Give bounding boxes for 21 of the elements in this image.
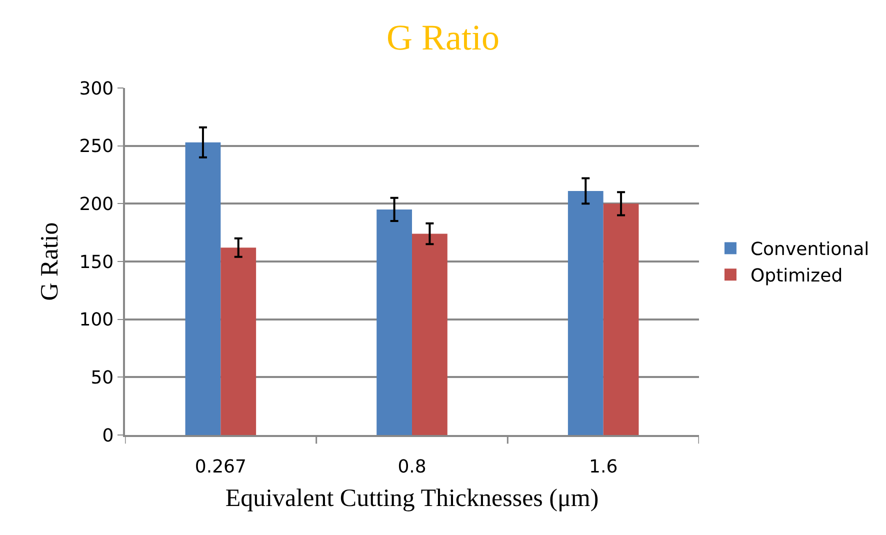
y-tick-label: 150	[79, 252, 114, 273]
bar	[412, 234, 448, 435]
x-axis-title: Equivalent Cutting Thicknesses (μm)	[225, 484, 599, 512]
y-tick-label: 300	[79, 78, 114, 100]
x-tick-label: 0.267	[194, 456, 246, 478]
legend-label: Optimized	[750, 266, 843, 287]
y-axis-title: G Ratio	[36, 222, 64, 301]
bar	[376, 209, 412, 435]
bar	[185, 142, 221, 435]
chart-title: G Ratio	[386, 17, 500, 58]
x-tick-label: 1.6	[589, 456, 618, 478]
legend-label: Conventional	[750, 239, 870, 260]
bar	[220, 248, 256, 435]
bar	[603, 204, 639, 435]
y-tick-label: 0	[102, 425, 114, 446]
y-tick-label: 100	[79, 310, 114, 331]
x-tick-label: 0.8	[398, 456, 426, 478]
y-tick-label: 200	[79, 194, 114, 215]
y-tick-label: 50	[90, 367, 114, 388]
bar	[568, 190, 604, 435]
y-tick-label: 250	[79, 136, 114, 158]
